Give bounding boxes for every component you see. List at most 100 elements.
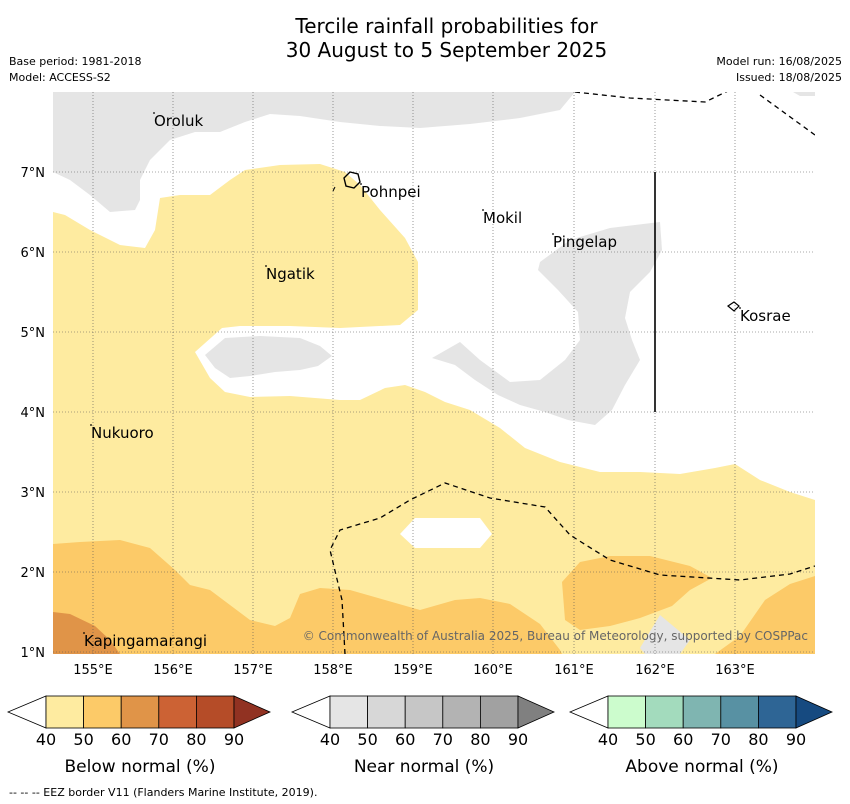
colorbar-tick: 90 <box>224 730 244 749</box>
place-label: Pohnpei <box>361 183 421 201</box>
pohnpei-island <box>343 171 361 189</box>
colorbar-extend-low <box>290 695 331 729</box>
copyright-notice: © Commonwealth of Australia 2025, Bureau… <box>303 629 808 643</box>
colorbar-extend-low <box>568 695 609 729</box>
colorbar: 40 50 60 70 80 90 Below normal (%) <box>6 695 271 777</box>
colorbar-extend-high <box>795 695 833 729</box>
eez-border-south <box>329 482 815 654</box>
colorbar-segment <box>758 695 797 729</box>
lon-tick-label: 161°E <box>554 663 594 678</box>
title-line-2: 30 August to 5 September 2025 <box>285 38 608 62</box>
colorbar-tick: 80 <box>470 730 490 749</box>
issued-date: Issued: 18/08/2025 <box>735 71 842 84</box>
lon-tick-label: 160°E <box>473 663 513 678</box>
place-marker <box>83 632 85 634</box>
colorbar-segment <box>83 695 122 729</box>
colorbar-tick: 80 <box>186 730 206 749</box>
colorbar-segment <box>645 695 684 729</box>
colorbar-tick: 60 <box>111 730 131 749</box>
lon-tick-label: 155°E <box>73 663 113 678</box>
colorbar-segment <box>45 695 84 729</box>
map-axes: 1°N 2°N 3°N 4°N 5°N 6°N 7°N 155°E 156°E 157°E 158°… <box>21 166 755 678</box>
meta-left: Base period: 1981-2018 Model: ACCESS-S2 <box>9 54 141 86</box>
colorbar-tick: 40 <box>320 730 340 749</box>
colorbar-tick: 50 <box>635 730 655 749</box>
near-normal-region-northeast <box>793 92 815 96</box>
place-marker <box>265 265 267 267</box>
pohnpei-islet <box>332 186 336 192</box>
colorbar-tick: 70 <box>149 730 169 749</box>
map-plot-area <box>53 92 815 654</box>
colorbar-segment <box>120 695 160 729</box>
kosrae-island <box>726 301 740 312</box>
below-normal-region-southeast <box>562 556 712 630</box>
lon-tick-label: 156°E <box>153 663 193 678</box>
colorbar-segment <box>158 695 197 729</box>
colorbar-tick: 40 <box>36 730 56 749</box>
lat-tick-label: 2°N <box>21 566 46 581</box>
lat-tick-label: 4°N <box>21 406 46 421</box>
place-label: Kapingamarangi <box>84 632 207 650</box>
colorbar-extend-high <box>517 695 555 729</box>
below-normal-region-south <box>53 540 562 654</box>
colorbar-tick: 70 <box>433 730 453 749</box>
place-marker <box>482 209 484 211</box>
lat-tick-label: 3°N <box>21 486 46 501</box>
place-marker <box>552 233 554 235</box>
lat-tick-label: 7°N <box>21 166 46 181</box>
colorbar-segment <box>720 695 759 729</box>
eez-border-northeast <box>759 94 815 136</box>
colorbar-tick: 90 <box>508 730 528 749</box>
colorbar-tick: 70 <box>711 730 731 749</box>
near-normal-region-central <box>205 336 332 378</box>
lon-tick-label: 157°E <box>233 663 273 678</box>
lat-tick-label: 5°N <box>21 326 46 341</box>
base-period: Base period: 1981-2018 <box>9 55 142 68</box>
colorbars: 40 50 60 70 80 90 Below normal (%) 40 50 60 70 80 90… <box>6 695 833 777</box>
near-normal-region-east <box>432 222 662 425</box>
colorbar-tick: 50 <box>73 730 93 749</box>
lat-tick-label: 6°N <box>21 246 46 261</box>
model-run: Model run: 16/08/2025 <box>716 55 842 68</box>
place-marker <box>360 183 362 185</box>
colorbar-label: Near normal (%) <box>354 757 494 777</box>
eez-footnote: -- -- -- EEZ border V11 (Flanders Marine… <box>9 786 318 799</box>
below-normal-region-main <box>53 164 815 654</box>
colorbar-label: Below normal (%) <box>65 757 216 777</box>
title-line-1: Tercile rainfall probabilities for <box>295 14 598 38</box>
meta-right: Model run: 16/08/2025 Issued: 18/08/2025 <box>716 54 842 86</box>
map-graticule <box>53 92 815 654</box>
eez-borders <box>329 92 815 654</box>
colorbar: 40 50 60 70 80 90 Above normal (%) <box>568 695 833 777</box>
colorbar-tick: 60 <box>673 730 693 749</box>
place-label: Oroluk <box>154 112 203 130</box>
colorbar-segment <box>442 695 481 729</box>
lon-tick-label: 159°E <box>393 663 433 678</box>
map-title: Tercile rainfall probabilities for 30 Au… <box>0 14 850 62</box>
colorbar-tick: 90 <box>786 730 806 749</box>
place-label: Kosrae <box>740 307 791 325</box>
colorbar-label: Above normal (%) <box>625 757 778 777</box>
colorbar-segment <box>329 695 368 729</box>
below-normal-region-strong <box>53 612 120 654</box>
model-name: Model: ACCESS-S2 <box>9 71 111 84</box>
place-label: Nukuoro <box>91 424 154 442</box>
place-marker <box>153 112 155 114</box>
place-label: Pingelap <box>553 233 617 251</box>
colorbar-segment <box>479 695 519 729</box>
colorbar-segment <box>682 695 722 729</box>
colorbar-segment <box>195 695 235 729</box>
lon-tick-label: 158°E <box>313 663 353 678</box>
place-labels: Oroluk Pohnpei Mokil Pingelap Ngatik Kosrae Nu… <box>83 112 791 650</box>
place-marker <box>90 424 92 426</box>
place-label: Ngatik <box>266 265 315 283</box>
place-marker <box>739 307 741 309</box>
lon-tick-label: 162°E <box>635 663 675 678</box>
colorbar-segment <box>607 695 646 729</box>
colorbar: 40 50 60 70 80 90 Near normal (%) <box>290 695 555 777</box>
lon-tick-label: 163°E <box>715 663 755 678</box>
below-normal-region-far-southeast <box>715 576 815 654</box>
lat-tick-label: 1°N <box>21 646 46 661</box>
near-normal-region-north <box>53 92 575 212</box>
